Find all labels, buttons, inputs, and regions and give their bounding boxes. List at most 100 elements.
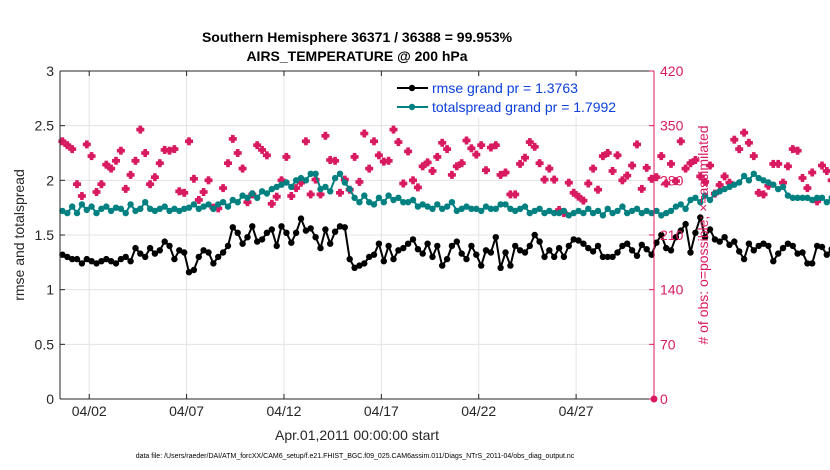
totalspread-point [565, 212, 572, 219]
totalspread-point [78, 201, 86, 208]
obs-assimilated-marker [107, 164, 116, 173]
rmse-point [628, 247, 636, 254]
rmse-point [268, 226, 275, 233]
obs-assimilated-marker [126, 170, 135, 179]
x-tick-label: 04/02 [72, 403, 107, 419]
obs-assimilated-marker [730, 135, 739, 144]
rmse-point [83, 255, 91, 263]
totalspread-point [190, 201, 198, 208]
totalspread-point [760, 177, 767, 184]
totalspread-point [268, 185, 275, 193]
totalspread-point [132, 207, 139, 215]
rmse-point [234, 229, 241, 236]
rmse-point [137, 250, 144, 257]
totalspread-point [677, 201, 684, 208]
obs-assimilated-marker [569, 188, 578, 197]
totalspread-point [531, 207, 538, 215]
obs-assimilated-marker [671, 177, 680, 186]
obs-assimilated-marker [277, 176, 286, 185]
rmse-point [589, 248, 597, 255]
totalspread-point [560, 207, 568, 215]
totalspread-point [88, 203, 95, 210]
rmse-point [701, 234, 709, 241]
rmse-point [205, 249, 212, 256]
obs-assimilated-marker [808, 168, 817, 177]
totalspread-point [161, 203, 168, 210]
obs-assimilated-marker [82, 140, 91, 149]
obs-assimilated-marker [370, 137, 378, 146]
rmse-point [536, 238, 543, 245]
rmse-point [809, 260, 816, 267]
x-tick-label: 04/22 [461, 403, 496, 419]
rmse-point [799, 249, 806, 256]
rmse-point [132, 244, 139, 252]
obs-assimilated-marker [365, 164, 374, 173]
totalspread-point [278, 181, 285, 188]
legend-rmse-label: rmse grand pr = 1.3763 [432, 80, 578, 96]
rmse-point [507, 262, 514, 269]
rmse-point [395, 247, 402, 254]
totalspread-point [117, 205, 125, 212]
data-file-footer: data file: /Users/raeder/DAI/ATM_forcXX/… [136, 453, 575, 460]
rmse-point [166, 242, 173, 250]
rmse-point [195, 253, 202, 261]
obs-assimilated-marker [428, 167, 437, 175]
totalspread-point [366, 199, 373, 206]
obs-assimilated-marker [243, 198, 252, 207]
rmse-point [181, 249, 188, 256]
y-right-tick-label: 210 [660, 227, 684, 243]
totalspread-point [239, 192, 246, 199]
totalspread-point [638, 209, 645, 217]
obs-assimilated-marker [219, 184, 228, 193]
y-right-tick-label: 280 [660, 172, 684, 188]
totalspread-point [439, 205, 446, 212]
rmse-point [487, 249, 495, 256]
obs-assimilated-marker [301, 137, 310, 146]
chart-subtitle: AIRS_TEMPERATURE @ 200 hPa [246, 48, 467, 64]
totalspread-point [823, 199, 830, 206]
rmse-point [263, 229, 271, 236]
totalspread-point [258, 188, 266, 195]
totalspread-point [516, 205, 524, 212]
totalspread-point [234, 199, 241, 206]
rmse-point [779, 244, 787, 252]
totalspread-point [370, 201, 378, 208]
totalspread-point [789, 194, 796, 201]
obs-assimilated-marker [652, 173, 661, 182]
y-axis-left-label: rmse and totalspread [11, 169, 27, 301]
rmse-point [526, 242, 533, 250]
totalspread-point [312, 170, 319, 177]
rmse-point [609, 253, 616, 261]
obs-assimilated-marker [676, 137, 685, 146]
legend-rmse-marker [408, 84, 416, 92]
obs-assimilated-marker [735, 145, 744, 154]
y-axis-right-ticks: 0 70 140 210 280 350 420 [649, 63, 684, 407]
totalspread-point [594, 207, 602, 215]
totalspread-point [59, 207, 66, 215]
totalspread-point [322, 183, 329, 191]
y-axis-left-ticks: 0 0.5 1 1.5 2 2.5 3 [35, 63, 65, 407]
rmse-point [731, 238, 738, 245]
obs-assimilated-marker [501, 168, 510, 177]
rmse-point [103, 255, 110, 263]
obs-assimilated-marker [155, 159, 164, 168]
rmse-point [69, 255, 76, 263]
obs-assimilated-marker [185, 137, 193, 146]
rmse-point [706, 226, 714, 233]
x-tick-label: 04/17 [364, 403, 399, 419]
totalspread-point [482, 203, 490, 210]
rmse-point [638, 241, 645, 248]
totalspread-point [146, 205, 154, 212]
obs-assimilated-marker [662, 179, 671, 188]
totalspread-point [813, 194, 821, 201]
totalspread-point [210, 205, 217, 212]
totalspread-point [409, 196, 417, 204]
rmse-point [643, 246, 650, 253]
totalspread-point [244, 194, 251, 201]
obs-assimilated-marker [749, 152, 758, 161]
totalspread-point [346, 185, 353, 193]
totalspread-point [624, 209, 631, 217]
totalspread-point [731, 181, 738, 188]
totalspread-point [195, 205, 202, 212]
totalspread-point [414, 203, 422, 210]
